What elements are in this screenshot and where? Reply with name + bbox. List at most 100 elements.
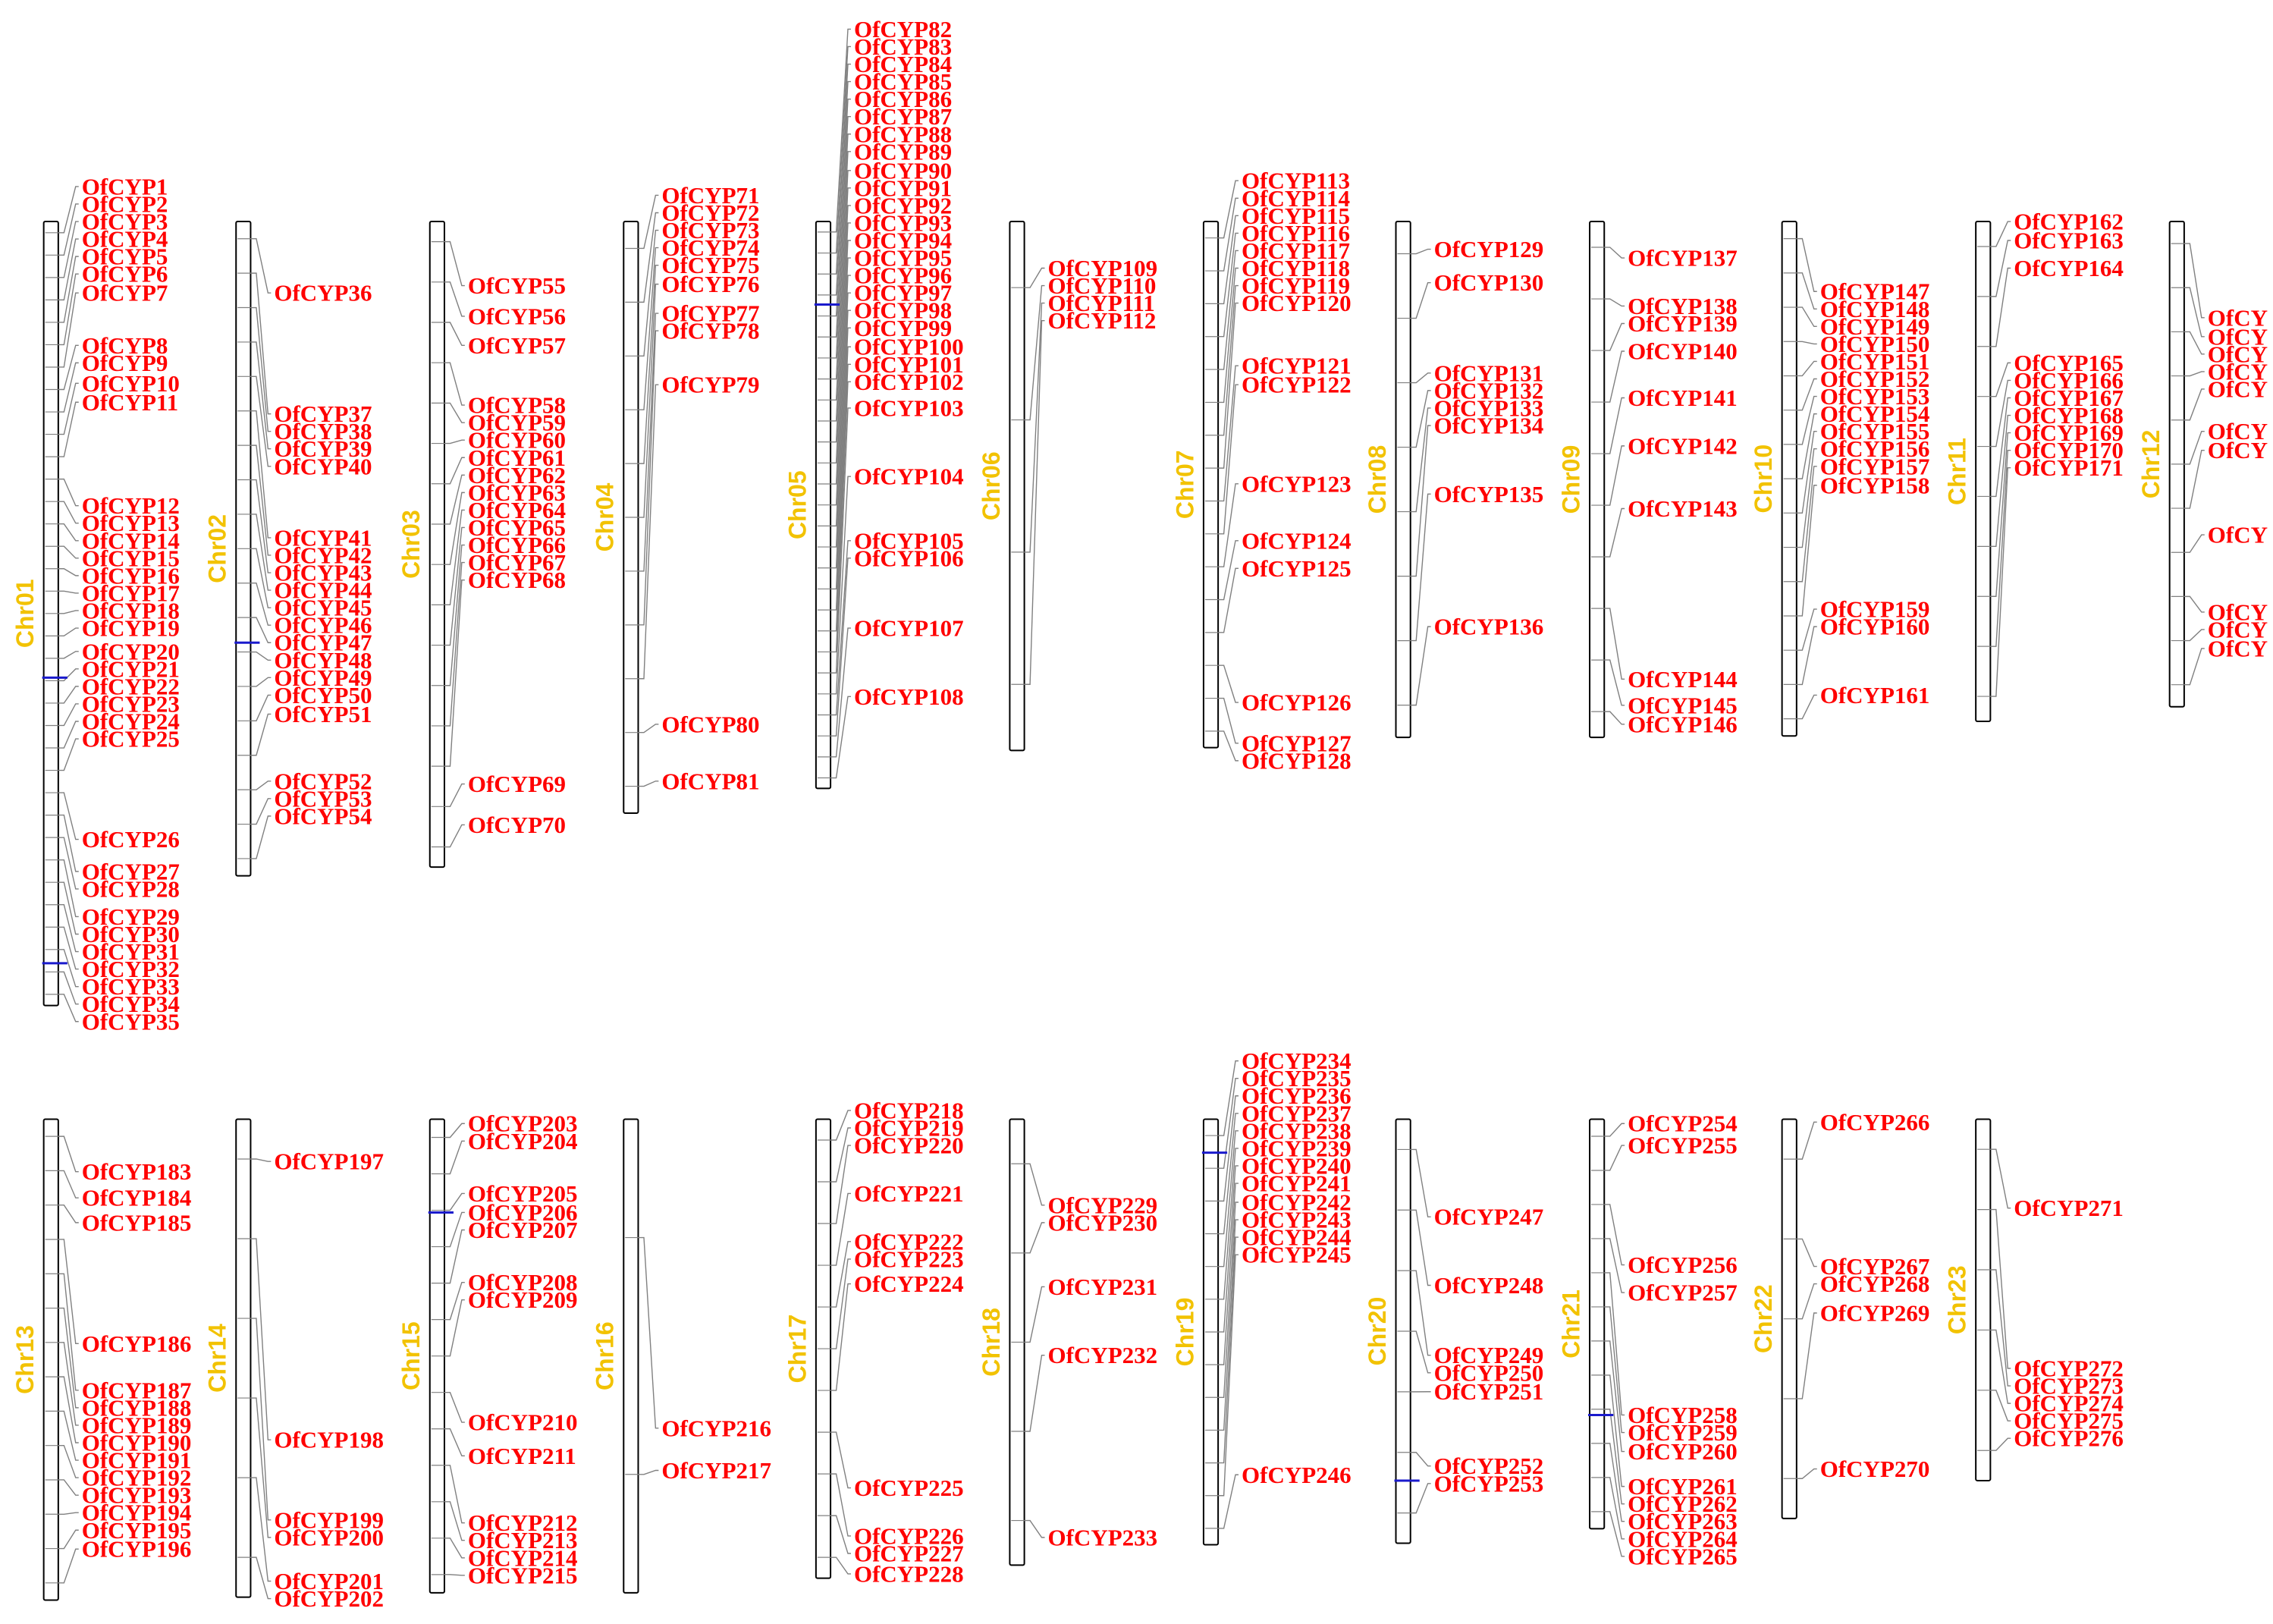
- gene-label: OfCYP54: [274, 803, 372, 829]
- gene-ofcyp222: OfCYP222: [817, 1228, 964, 1308]
- gene-label: OfCYP140: [1628, 338, 1738, 365]
- gene-label: OfCYP119: [1242, 272, 1350, 299]
- gene-label: OfCYP56: [468, 303, 566, 329]
- gene-label: OfCYP133: [1434, 394, 1544, 421]
- gene-connector: [638, 247, 659, 410]
- gene-connector: [830, 187, 851, 422]
- gene-connector: [1218, 1219, 1239, 1431]
- gene-connector: [830, 1110, 851, 1141]
- gene-connector: [444, 1229, 465, 1284]
- chromosome-label: Chr07: [1171, 450, 1198, 519]
- gene-ofcyp31: OfCYP31: [45, 904, 180, 965]
- gene-connector: [58, 627, 79, 637]
- gene-ofcyp156: OfCYP156: [1783, 435, 1930, 548]
- gene-connector: [58, 478, 79, 507]
- gene-ofcyp233: OfCYP233: [1011, 1519, 1157, 1550]
- gene-ofcyp109: OfCYP109: [1011, 255, 1157, 288]
- gene-label: OfCYP93: [854, 209, 952, 236]
- gene-connector: [1796, 1312, 1817, 1399]
- gene-ofcyp260: OfCYP260: [1591, 1340, 1738, 1465]
- gene-label: OfCYP121: [1242, 353, 1352, 379]
- gene-label: OfCYP226: [854, 1522, 964, 1549]
- gene-ofcyp105: OfCYP105: [817, 527, 964, 716]
- gene-connector: [250, 713, 272, 756]
- gene-ofcyp18: OfCYP18: [45, 597, 180, 624]
- gene-connector: [1218, 540, 1239, 601]
- gene-ofcyp51: OfCYP51: [237, 701, 372, 756]
- gene-connector: [58, 590, 79, 594]
- gene-connector: [58, 1205, 79, 1223]
- gene-connector: [58, 186, 79, 234]
- gene-label: OfCY: [2208, 375, 2268, 402]
- gene-label: OfCYP269: [1820, 1300, 1930, 1327]
- gene-ofcyp151: OfCYP151: [1783, 348, 1930, 377]
- gene-ofcyp23: OfCYP23: [45, 690, 180, 727]
- gene-connector: [250, 781, 272, 790]
- gene-ofcyp186: OfCYP186: [45, 1239, 191, 1357]
- gene-connector: [58, 904, 79, 953]
- gene-connector: [250, 548, 272, 608]
- gene-connector: [58, 651, 79, 659]
- gene-connector: [638, 194, 659, 250]
- gene-connector: [1218, 1183, 1239, 1365]
- gene-connector: [830, 1473, 851, 1537]
- gene-connector: [1604, 322, 1625, 351]
- gene-label: OfCYP137: [1628, 245, 1738, 272]
- gene-connector: [1218, 664, 1239, 703]
- gene-label: OfCYP146: [1628, 711, 1738, 737]
- gene-connector: [1410, 1452, 1431, 1467]
- chromosome-label: Chr13: [11, 1325, 39, 1394]
- gene-ofcyp128: OfCYP128: [1204, 730, 1352, 774]
- gene-connector: [58, 703, 79, 727]
- gene-label: OfCYP151: [1820, 348, 1930, 375]
- gene-label: OfCYP199: [274, 1506, 384, 1533]
- gene-label: OfCYP104: [854, 463, 964, 490]
- gene-label: OfCYP169: [2014, 419, 2124, 446]
- chromosome-label: Chr12: [2137, 430, 2165, 499]
- gene-label: OfCYP101: [854, 351, 964, 378]
- gene-ofcyp225: OfCYP225: [817, 1431, 964, 1501]
- gene-label: OfCYP107: [854, 615, 964, 642]
- gene-connector: [1796, 485, 1817, 617]
- gene-label: OfCYP201: [274, 1568, 384, 1594]
- gene-label: OfCYP242: [1242, 1189, 1352, 1215]
- gene-label: OfCYP234: [1242, 1048, 1352, 1074]
- gene-connector: [1218, 365, 1239, 502]
- gene-connector: [1604, 1123, 1625, 1137]
- gene-connector: [250, 1158, 272, 1162]
- gene-connector: [2184, 595, 2205, 613]
- gene-connector: [1604, 1238, 1625, 1293]
- gene-connector: [638, 724, 659, 733]
- gene-connector: [1218, 284, 1239, 436]
- gene-connector: [830, 381, 851, 653]
- gene-ofcyp226: OfCYP226: [817, 1473, 964, 1549]
- gene-label: OfCYP65: [468, 514, 566, 541]
- gene-connector: [830, 151, 851, 380]
- gene-ofcyp211: OfCYP211: [431, 1428, 576, 1469]
- gene-connector: [1604, 1374, 1625, 1487]
- gene-label: OfCYP268: [1820, 1271, 1930, 1297]
- gene-label: OfCYP100: [854, 334, 964, 360]
- gene-ofcyp88: OfCYP88: [817, 121, 952, 359]
- gene-label: OfCYP271: [2014, 1195, 2124, 1221]
- gene-ofcyp149: OfCYP149: [1783, 306, 1929, 340]
- gene-label: OfCYP190: [82, 1429, 192, 1456]
- gene-ofcyp169: OfCYP169: [1977, 419, 2124, 597]
- gene-connector: [1410, 493, 1431, 642]
- gene-label: OfCYP74: [661, 234, 759, 261]
- chromosome-chr12: Chr12OfCYOfCYOfCYOfCYOfCYOfCYOfCYOfCYOfC…: [2137, 221, 2268, 708]
- gene-label: OfCYP156: [1820, 435, 1930, 462]
- gene-ofcyp25: OfCYP25: [45, 726, 180, 771]
- gene-connector: [1218, 1202, 1239, 1398]
- gene-ofcyp158: OfCYP158: [1783, 472, 1929, 617]
- gene-ofcyp234: OfCYP234: [1204, 1048, 1352, 1136]
- gene-label: OfCYP267: [1820, 1253, 1930, 1280]
- gene-ofcyp132: OfCYP132: [1397, 377, 1543, 448]
- gene-ofcyp22: OfCYP22: [45, 673, 180, 704]
- gene-label: OfCYP230: [1048, 1209, 1158, 1236]
- gene-ofcyp139: OfCYP139: [1591, 310, 1738, 351]
- gene-ofcyp87: OfCYP87: [817, 103, 952, 338]
- gene-label: OfCYP123: [1242, 470, 1352, 497]
